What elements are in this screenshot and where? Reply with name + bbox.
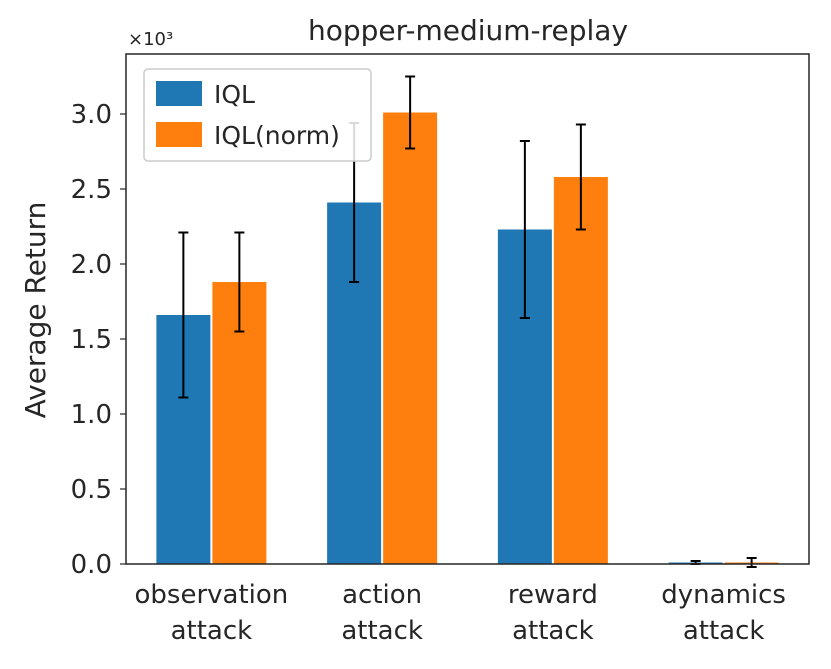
y-tick-label: 2.5 — [71, 175, 112, 205]
x-tick-label-line1: dynamics — [661, 580, 786, 610]
y-axis-multiplier: ×10³ — [128, 29, 173, 50]
error-bars-layer — [178, 75, 757, 568]
legend-label-iql: IQL — [214, 80, 255, 109]
legend-swatch-iql — [156, 81, 202, 106]
bars-layer — [156, 112, 779, 564]
x-tick-label-line2: attack — [341, 616, 423, 646]
y-tick-label: 0.5 — [71, 475, 112, 505]
legend-swatch-iql-norm — [156, 122, 202, 147]
x-tick-label-line1: action — [342, 580, 422, 610]
chart-title: hopper-medium-replay — [308, 14, 628, 47]
plot-frame — [125, 53, 810, 565]
x-tick-label-line2: attack — [512, 616, 594, 646]
legend: IQL IQL(norm) — [143, 68, 372, 162]
x-tick-label-line2: attack — [683, 616, 765, 646]
y-axis-ticks: 0.0 0.5 1.0 1.5 2.0 2.5 3.0 — [71, 100, 126, 580]
bar-iql-norm-reward — [553, 177, 608, 564]
y-tick-label: 2.0 — [71, 250, 112, 280]
bar-iql-norm-action — [383, 112, 438, 564]
y-tick-label: 1.0 — [71, 400, 112, 430]
y-tick-label: 0.0 — [71, 550, 112, 580]
y-axis-label: Average Return — [19, 202, 52, 419]
x-tick-label-line2: attack — [171, 616, 253, 646]
x-tick-label-line1: observation — [134, 580, 288, 610]
y-tick-label: 3.0 — [71, 100, 112, 130]
x-tick-label-line1: reward — [508, 580, 598, 610]
x-axis-ticks: observation attack action attack reward attac… — [134, 580, 785, 646]
y-tick-label: 1.5 — [71, 325, 112, 355]
legend-label-iql-norm: IQL(norm) — [214, 121, 340, 150]
